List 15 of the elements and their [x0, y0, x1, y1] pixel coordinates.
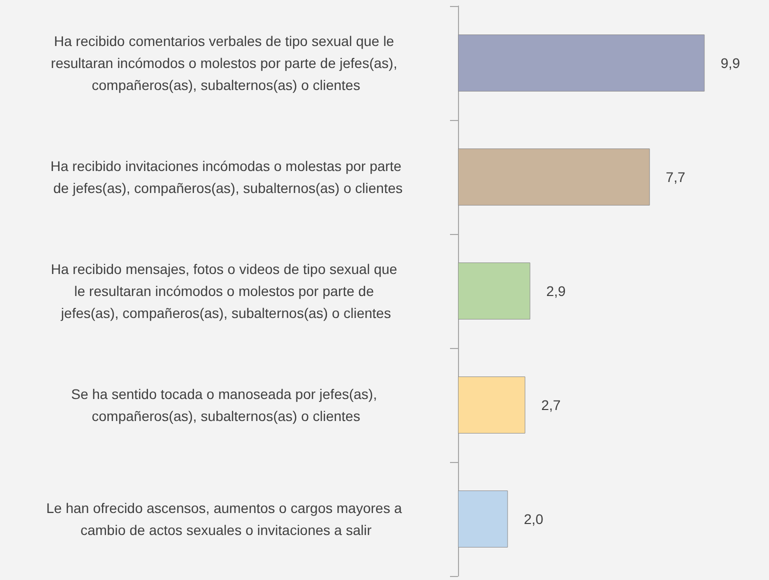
y-tick-label: Ha recibido comentarios verbales de tipo sexual que le resultaran incómodos o molestos por parte de jefes(as), compañeros(as), subalternos(as) o clientes — [50, 33, 402, 93]
data-label: 2,9 — [546, 283, 566, 299]
bar — [458, 376, 526, 434]
data-label: 2,0 — [524, 511, 544, 527]
data-label: 2,7 — [541, 397, 561, 413]
bar — [458, 34, 705, 92]
data-label: 9,9 — [720, 55, 740, 71]
y-tick-label: Le han ofrecido ascensos, aumentos o cargos mayores a cambio de actos sexuales o invitaciones a salir — [46, 500, 406, 538]
bar — [458, 148, 650, 206]
data-label: 7,7 — [666, 169, 686, 185]
bar — [458, 262, 530, 320]
y-tick-label: Ha recibido mensajes, fotos o videos de tipo sexual que le resultaran incómodos o molestos por parte de jefes(as), compañeros(as), subalternos(as) o clientes — [50, 261, 402, 321]
y-tick-label: Se ha sentido tocada o manoseada por jefes(as), compañeros(as), subalternos(as) o clientes — [71, 386, 381, 424]
y-tick-label: Ha recibido invitaciones incómodas o molestas por parte de jefes(as), compañeros(as), subalternos(as) o clientes — [49, 158, 403, 196]
bar — [458, 490, 508, 548]
